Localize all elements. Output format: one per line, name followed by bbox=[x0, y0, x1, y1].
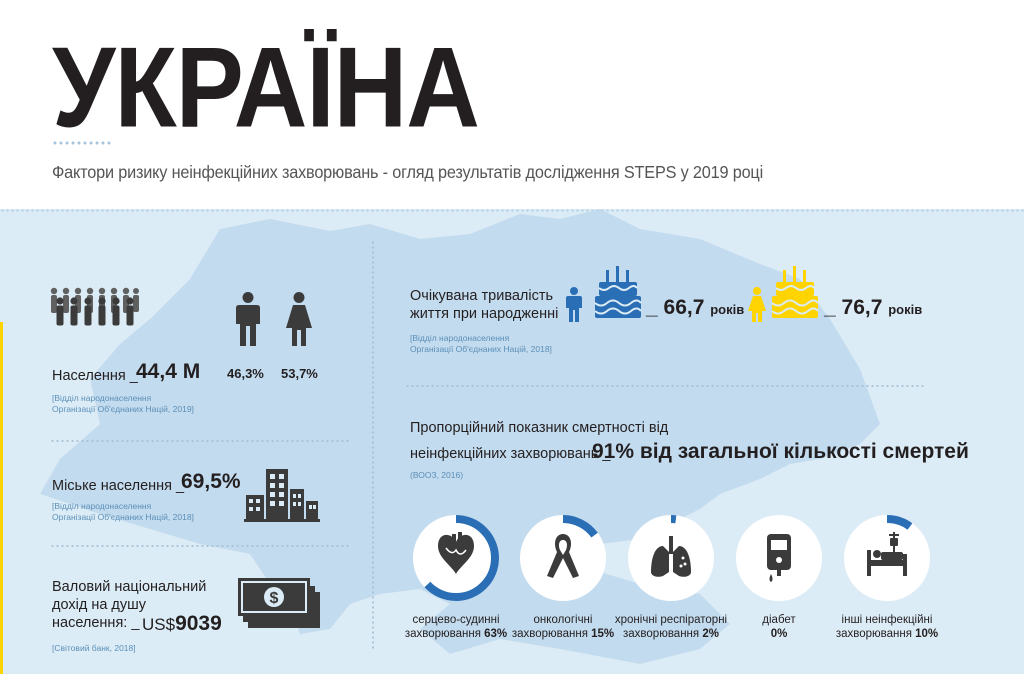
mortality-label-line1: Пропорційний показник смертності від bbox=[410, 420, 669, 436]
gni-value: US$9039 bbox=[142, 612, 222, 636]
male-percentage: 46,3% bbox=[227, 366, 264, 381]
cause-caption-diabetes: діабет 0% bbox=[705, 613, 853, 642]
mortality-source: (ВООЗ, 2016) bbox=[410, 470, 464, 480]
birthday-cake-yellow-icon bbox=[771, 266, 819, 318]
crowd-icon bbox=[50, 287, 139, 326]
mortality-label-line2: неінфекційних захворювань _ bbox=[410, 446, 611, 462]
cause-caption-line2: захворювання bbox=[623, 628, 703, 641]
female-percentage: 53,7% bbox=[281, 366, 318, 381]
female-life-expectancy-number: _ 76,7 bbox=[824, 296, 883, 319]
life-expectancy-source-line1: [Відділ народонаселення bbox=[410, 333, 510, 343]
row-divider-3 bbox=[405, 385, 925, 387]
lungs-icon bbox=[628, 515, 714, 601]
female-life-expectancy-value: _ 76,7 років bbox=[824, 296, 922, 320]
gni-source: [Світовий банк, 2018] bbox=[52, 643, 136, 653]
population-source-line2: Організації Об'єднаних Націй, 2019] bbox=[52, 404, 194, 415]
cause-caption-line1: онкологічні bbox=[533, 614, 593, 626]
cause-percentage: 15% bbox=[591, 628, 615, 641]
cause-caption-line2: захворювання bbox=[404, 628, 485, 641]
cause-percentage: 2% bbox=[702, 628, 719, 641]
cause-percentage: 63% bbox=[484, 628, 508, 641]
cause-caption-line2: захворювання bbox=[835, 628, 916, 641]
ribbon-icon bbox=[520, 515, 606, 601]
gni-amount: 9039 bbox=[175, 612, 222, 635]
hospital-bed-icon bbox=[844, 515, 930, 601]
cause-ring-diabetes bbox=[735, 514, 823, 602]
male-icon bbox=[236, 292, 260, 346]
male-life-expectancy-unit: років bbox=[710, 302, 745, 317]
urban-source-line2: Організації Об'єднаних Націй, 2018] bbox=[52, 512, 194, 523]
svg-text:$: $ bbox=[270, 590, 279, 607]
gni-label-line1: Валовий національний bbox=[52, 579, 207, 595]
glucometer-icon bbox=[736, 515, 822, 601]
population-source: [Відділ народонаселення Організації Об'є… bbox=[52, 393, 194, 416]
population-source-line1: [Відділ народонаселення bbox=[52, 393, 152, 403]
cause-caption-line1: діабет bbox=[762, 614, 796, 626]
gni-label-line2: дохід на душу bbox=[52, 597, 147, 613]
cause-caption-other: інші неінфекційні захворювання 10% bbox=[813, 613, 961, 642]
heart-icon bbox=[413, 515, 499, 601]
mortality-value: 91% від загальної кількості смертей bbox=[592, 440, 969, 463]
cause-caption-line1: хронічні респіраторні bbox=[614, 614, 728, 626]
urban-label: Міське населення _ bbox=[52, 478, 185, 494]
cause-caption-line2: захворювання bbox=[511, 628, 592, 641]
birthday-cake-blue-icon bbox=[594, 266, 642, 318]
money-bills-icon: $ bbox=[238, 578, 320, 628]
life-expectancy-label-line1: Очікувана тривалість bbox=[410, 288, 554, 304]
male-life-expectancy-value: _ 66,7 років bbox=[646, 296, 744, 320]
male-life-expectancy-number: _ 66,7 bbox=[646, 296, 705, 319]
life-expectancy-source-line2: Організації Об'єднаних Націй, 2018] bbox=[410, 344, 552, 355]
life-expectancy-label-line2: життя при народженні bbox=[410, 306, 559, 322]
cause-caption-line1: інші неінфекційні bbox=[841, 614, 933, 626]
row-divider-1 bbox=[50, 440, 350, 442]
gni-label-line3: населення: _ bbox=[52, 615, 140, 631]
female-life-expectancy-unit: років bbox=[888, 302, 923, 317]
title-dots-divider bbox=[52, 141, 112, 145]
male-blue-icon bbox=[566, 287, 582, 322]
cause-percentage: 10% bbox=[915, 628, 939, 641]
gni-currency: US$ bbox=[142, 615, 176, 634]
urban-source: [Відділ народонаселення Організації Об'є… bbox=[52, 501, 194, 524]
urban-source-line1: [Відділ народонаселення bbox=[52, 501, 152, 511]
page-subtitle: Фактори ризику неінфекційних захворювань… bbox=[52, 162, 763, 182]
female-icon bbox=[286, 292, 312, 346]
cause-ring-respiratory bbox=[627, 514, 715, 602]
cause-caption-line1: серцево-судинні bbox=[412, 614, 500, 626]
cause-ring-cardiovascular bbox=[412, 514, 500, 602]
left-accent-bar bbox=[0, 322, 3, 674]
life-expectancy-label: Очікувана тривалість життя при народженн… bbox=[410, 287, 558, 323]
column-divider bbox=[372, 240, 374, 650]
page-title: УКРАЇНА bbox=[52, 23, 480, 151]
city-buildings-icon bbox=[244, 469, 320, 522]
panel-top-dots bbox=[0, 209, 1024, 212]
cause-ring-cancer bbox=[519, 514, 607, 602]
life-expectancy-source: [Відділ народонаселення Організації Об'є… bbox=[410, 333, 552, 356]
population-value: 44,4 М bbox=[136, 360, 201, 383]
cause-caption-cardiovascular: серцево-судинні захворювання 63% bbox=[382, 613, 530, 642]
cause-percentage: 0% bbox=[770, 628, 788, 641]
female-yellow-icon bbox=[748, 287, 766, 322]
cause-caption-respiratory: хронічні респіраторні захворювання 2% bbox=[597, 613, 745, 642]
cause-caption-cancer: онкологічні захворювання 15% bbox=[489, 613, 637, 642]
row-divider-2 bbox=[50, 545, 350, 547]
gni-label: Валовий національний дохід на душу насел… bbox=[52, 578, 206, 632]
bottom-edge bbox=[0, 674, 1024, 681]
cause-ring-other bbox=[843, 514, 931, 602]
population-label: Населення _ bbox=[52, 368, 138, 384]
urban-value: 69,5% bbox=[181, 470, 241, 493]
